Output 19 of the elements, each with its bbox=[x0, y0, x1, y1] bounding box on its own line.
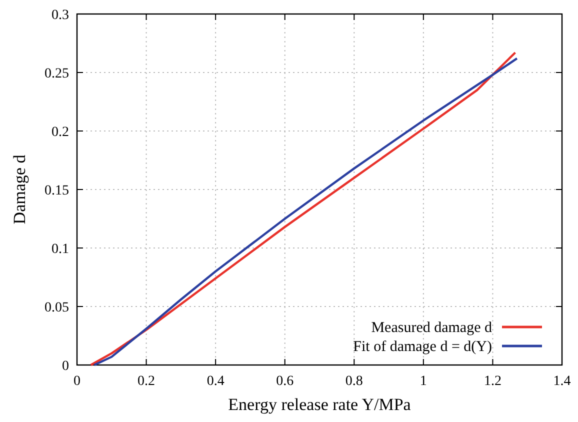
legend-label: Measured damage d bbox=[371, 320, 492, 336]
y-tick-label: 0.15 bbox=[44, 184, 69, 198]
x-tick-label: 0.8 bbox=[345, 374, 363, 389]
y-tick-label: 0.1 bbox=[52, 242, 69, 257]
y-tick-label: 0.2 bbox=[52, 125, 69, 140]
x-axis-title: Energy release rate Y/MPa bbox=[228, 395, 412, 414]
y-tick-label: 0.25 bbox=[44, 66, 69, 82]
y-tick-label: 0.3 bbox=[52, 8, 69, 23]
y-tick-label: 0 bbox=[62, 359, 69, 374]
legend-label: Fit of damage d = d(Y) bbox=[353, 339, 492, 355]
x-tick-label: 1.2 bbox=[484, 374, 502, 389]
x-tick-label: 0.2 bbox=[138, 374, 156, 389]
x-tick-label: 0.4 bbox=[206, 374, 224, 389]
y-axis-title: Damage d bbox=[10, 154, 29, 224]
x-tick-label: 1.4 bbox=[553, 374, 571, 389]
x-tick-label: 1 bbox=[420, 374, 427, 389]
x-tick-label: 0 bbox=[74, 374, 80, 389]
x-tick-label: 0.6 bbox=[276, 374, 294, 389]
y-tick-label: 0.05 bbox=[44, 300, 69, 316]
